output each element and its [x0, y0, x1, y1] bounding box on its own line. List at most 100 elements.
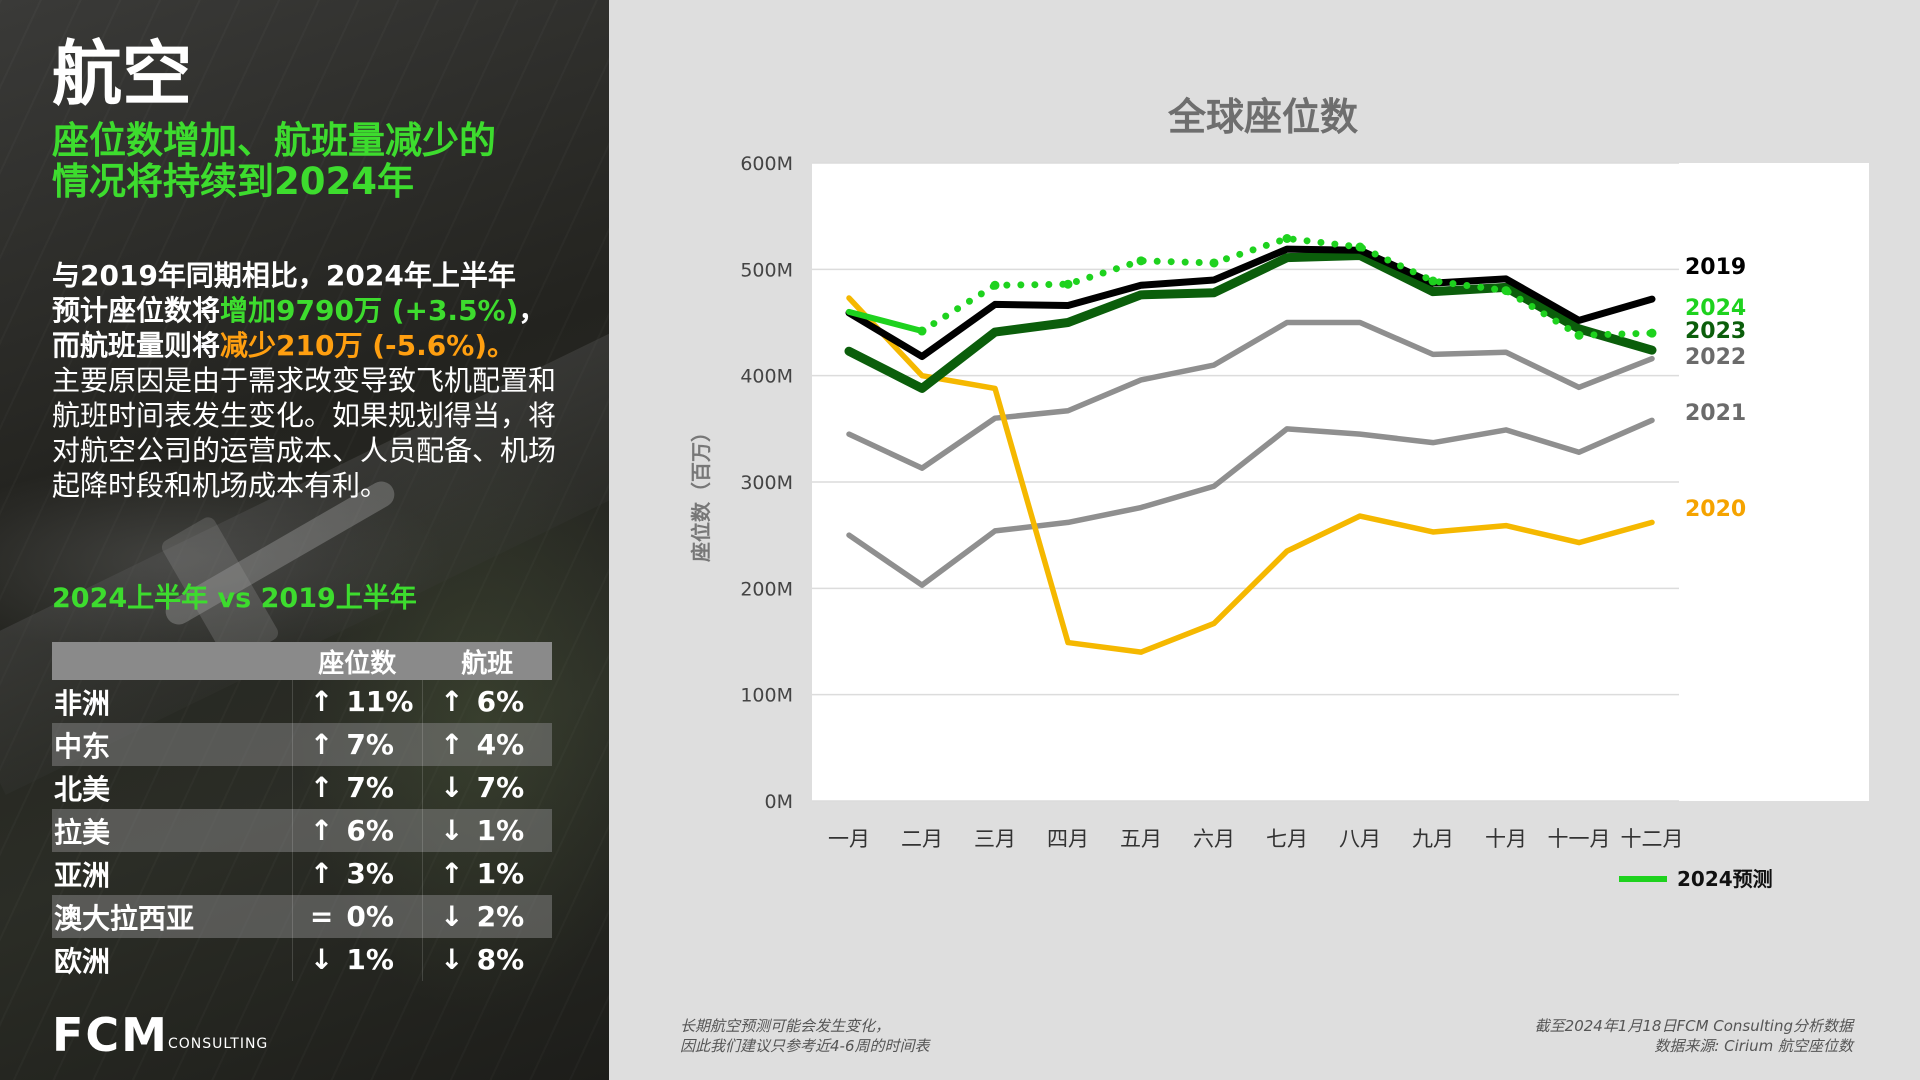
series-label-2019: 2019: [1685, 255, 1746, 280]
series-label-2021: 2021: [1685, 401, 1746, 426]
region-name: 亚洲: [54, 858, 111, 892]
series-label-2023: 2023: [1685, 319, 1746, 344]
legend-label: 2024预测: [1677, 867, 1773, 891]
cell-value: 3%: [346, 857, 394, 890]
fcm-logo: FCM: [52, 1008, 169, 1062]
arrow-up-icon: ↑: [309, 685, 334, 718]
arrow-up-icon: ↑: [440, 857, 464, 890]
footnote-right-2: 数据来源: Cirium 航空座位数: [1654, 1037, 1853, 1055]
subtitle-line-2: 情况将持续到2024年: [52, 160, 414, 203]
cell-value: 8%: [476, 943, 525, 976]
cell-value: 6%: [476, 685, 525, 718]
seats-cell: ↑ 7%: [291, 723, 423, 766]
x-tick-label: 六月: [1193, 827, 1235, 851]
header-seats: 座位数: [292, 642, 423, 680]
arrow-up-icon: ↑: [309, 857, 334, 890]
series-2024-line: [918, 234, 1656, 339]
flight-decrease-highlight: 减少210万 (-5.6%): [220, 329, 488, 362]
x-tick-label: 四月: [1047, 827, 1089, 851]
region-name: 澳大拉西亚: [52, 895, 293, 938]
y-tick-label: 300M: [740, 472, 793, 494]
arrow-up-icon: ↑: [440, 685, 464, 718]
arrow-down-icon: ↓: [440, 771, 464, 804]
x-tick-label: 一月: [828, 827, 870, 851]
x-tick-label: 七月: [1266, 827, 1308, 851]
cell-value: 4%: [476, 728, 525, 761]
table-row: 欧洲 ↓ 1% ↓ 8%: [52, 938, 552, 981]
cell-value: 2%: [476, 900, 525, 933]
flights-cell: ↑ 4%: [421, 723, 552, 766]
flights-cell: ↑ 6%: [421, 680, 552, 723]
series-2024-point: [1063, 279, 1073, 289]
y-tick-label: 400M: [740, 366, 793, 388]
cell-value: 6%: [346, 814, 394, 847]
cell-value: 7%: [346, 728, 394, 761]
y-tick-label: 500M: [740, 259, 793, 281]
arrow-up-icon: ↑: [309, 771, 334, 804]
region-name: 非洲: [54, 686, 111, 720]
table-row: 中东 ↑ 7% ↑ 4%: [52, 723, 552, 766]
flights-cell: ↓ 8%: [421, 938, 552, 981]
series-2020-line: [846, 295, 1655, 655]
region-table: 座位数 航班 非洲 ↑ 11% ↑ 6% 中东 ↑ 7% ↑ 4% 北美 ↑ 7% ↓ 7% 拉美…: [52, 642, 552, 981]
series-2022-line: [846, 319, 1655, 471]
cell-value: 0%: [346, 900, 394, 933]
series-2024-point: [1282, 233, 1292, 243]
series-2021-line: [846, 417, 1655, 588]
x-tick-label: 五月: [1120, 827, 1162, 851]
seats-cell: = 0%: [291, 895, 423, 938]
global-seats-chart: 0M 100M 200M 300M 400M 500M 600M 一月 二月 三月 四月 五月 六月 七月…: [689, 95, 1869, 891]
cell-value: 11%: [346, 685, 414, 718]
region-name: 中东: [52, 723, 293, 766]
flights-cell: ↓ 1%: [421, 809, 552, 852]
intro-line-2a: 预计座位数将: [52, 294, 221, 327]
region-name: 北美: [54, 772, 111, 806]
table-row: 拉美 ↑ 6% ↓ 1%: [52, 809, 552, 852]
page-subtitle: 座位数增加、航班量减少的 情况将持续到2024年: [52, 120, 572, 202]
series-2024预测-line: [846, 308, 925, 335]
header-empty: [52, 642, 293, 680]
left-panel: 航空 座位数增加、航班量减少的 情况将持续到2024年 与2019年同期相比，2…: [0, 0, 609, 1080]
table-row: 北美 ↑ 7% ↓ 7%: [52, 766, 552, 809]
series-2023-line: [844, 251, 1657, 393]
x-tick-label: 十月: [1485, 827, 1527, 851]
table-row: 澳大拉西亚 = 0% ↓ 2%: [52, 895, 552, 938]
seat-increase-highlight: 增加9790万 (+3.5%): [220, 294, 519, 327]
y-tick-label: 600M: [740, 153, 793, 175]
footnote-right-1: 截至2024年1月18日FCM Consulting分析数据: [1534, 1017, 1853, 1035]
series-label-2022: 2022: [1685, 345, 1746, 370]
intro-body: 主要原因是由于需求改变导致飞机配置和航班时间表发生变化。如果规划得当，将对航空公…: [52, 364, 557, 502]
series-2019-line: [845, 245, 1656, 361]
arrow-up-icon: ↑: [309, 814, 334, 847]
series-2024-point: [1428, 276, 1438, 286]
y-tick-label: 200M: [740, 578, 793, 600]
footnote-right: 截至2024年1月18日FCM Consulting分析数据 数据来源: Cir…: [1535, 1016, 1853, 1056]
x-tick-label: 三月: [974, 827, 1016, 851]
table-row: 非洲 ↑ 11% ↑ 6%: [52, 680, 552, 723]
header-flights: 航班: [422, 642, 552, 680]
cell-value: 1%: [476, 857, 525, 890]
region-name: 欧洲: [54, 944, 111, 978]
series-label-2020: 2020: [1685, 497, 1746, 522]
flights-cell: ↓ 7%: [421, 766, 552, 809]
x-tick-label: 二月: [901, 827, 943, 851]
table-header-row: 座位数 航班: [52, 642, 552, 680]
flights-cell: ↑ 1%: [421, 852, 552, 895]
intro-text: 与2019年同期相比，2024年上半年 预计座位数将增加9790万 (+3.5%…: [52, 258, 572, 503]
seats-cell: ↑ 6%: [291, 809, 423, 852]
equals-icon: =: [309, 900, 334, 933]
arrow-down-icon: ↓: [440, 814, 464, 847]
x-tick-label: 八月: [1339, 827, 1381, 851]
table-row: 亚洲 ↑ 3% ↑ 1%: [52, 852, 552, 895]
seats-cell: ↑ 7%: [291, 766, 423, 809]
fcm-logo-sub: CONSULTING: [168, 1036, 269, 1052]
intro-line-2c: ，: [518, 294, 547, 327]
arrow-down-icon: ↓: [440, 943, 464, 976]
cell-value: 1%: [346, 943, 394, 976]
arrow-up-icon: ↑: [440, 728, 464, 761]
footnote-left-2: 因此我们建议只参考近4-6周的时间表: [680, 1037, 930, 1055]
y-axis-label: 座位数（百万）: [689, 422, 713, 562]
intro-line-1: 与2019年同期相比，2024年上半年: [52, 259, 516, 292]
cell-value: 7%: [346, 771, 394, 804]
comparison-title: 2024上半年 vs 2019上半年: [52, 583, 417, 614]
